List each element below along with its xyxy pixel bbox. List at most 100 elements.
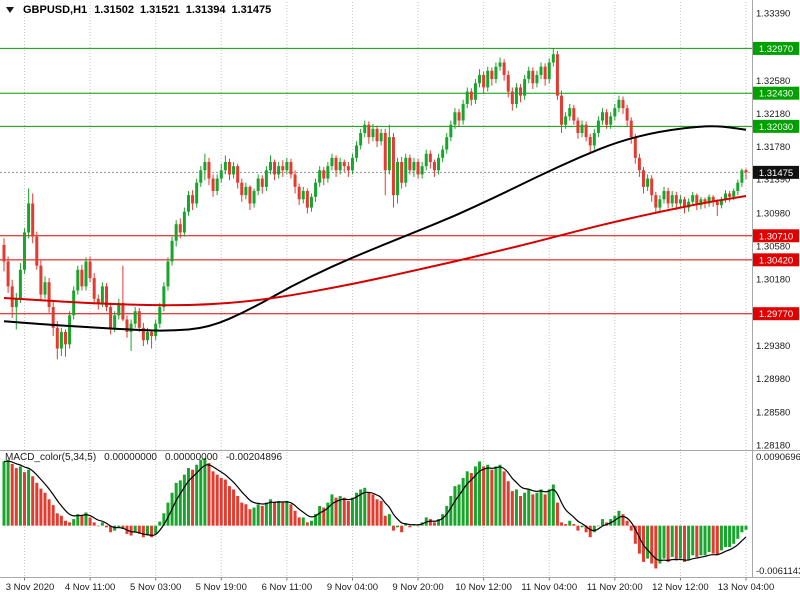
macd-bar <box>527 489 531 526</box>
candle <box>150 329 154 349</box>
level-lines <box>0 47 752 315</box>
candle-body <box>666 191 670 204</box>
candle <box>338 157 342 175</box>
macd-bar <box>113 525 117 531</box>
macd-bar <box>568 520 572 526</box>
macd-bar <box>96 525 100 527</box>
candle <box>629 117 633 144</box>
candle <box>531 67 535 90</box>
candle <box>719 196 723 209</box>
macd-bar <box>371 494 375 526</box>
candle <box>342 159 346 172</box>
candle <box>576 117 580 139</box>
macd-bar <box>596 525 600 527</box>
macd-bar <box>531 494 535 526</box>
candle-body <box>711 196 715 202</box>
macd-bar <box>84 512 88 526</box>
macd-bar <box>211 471 215 526</box>
price-tick-label: 1.32580 <box>756 76 790 87</box>
time-axis[interactable]: 3 Nov 2020 4 Nov 11:00 5 Nov 03:00 5 Nov 19… <box>6 577 775 594</box>
candle-body <box>510 91 514 104</box>
candle-body <box>535 74 539 84</box>
price-tick-label: 1.30580 <box>756 242 790 253</box>
candle <box>469 88 473 106</box>
macd-bar <box>63 520 67 526</box>
indicator-value-1: 0.00000000 <box>104 452 157 463</box>
candle <box>490 67 494 86</box>
macd-bar <box>703 525 707 556</box>
candle-body <box>379 132 383 142</box>
candle-body <box>285 161 289 171</box>
candle-body <box>490 70 494 80</box>
candle <box>334 155 338 177</box>
macd-bar <box>400 525 404 533</box>
price-tick-label: 1.28180 <box>756 441 790 452</box>
date-tick-label: 9 Nov 04:00 <box>327 582 378 593</box>
macd-bar <box>391 525 395 531</box>
macd-bar <box>695 525 699 557</box>
macd-bar <box>637 525 641 554</box>
candle-body <box>248 186 252 204</box>
candle <box>326 161 330 183</box>
candle-body <box>580 124 584 133</box>
price-tick-label: 1.29380 <box>756 341 790 352</box>
candle <box>47 278 51 313</box>
candle-body <box>113 315 117 328</box>
macd-panel[interactable] <box>2 458 748 569</box>
macd-bar <box>2 461 6 526</box>
candle <box>683 196 687 214</box>
ohlc-open: 1.31502 <box>94 4 134 16</box>
candle <box>195 178 199 208</box>
date-tick-label: 11 Nov 20:00 <box>587 582 643 593</box>
level-badge-bg <box>753 307 799 321</box>
candle-body <box>170 240 174 262</box>
date-tick-label: 6 Nov 11:00 <box>262 582 313 593</box>
candle-body <box>232 166 236 175</box>
macd-bar <box>27 469 31 526</box>
macd-bar <box>510 491 514 526</box>
candle <box>432 159 436 177</box>
candle-body <box>51 307 55 328</box>
candle-body <box>158 307 162 324</box>
price-axis[interactable]: 1.33390 1.32580 1.32180 1.31780 1.31390 1.309… <box>753 9 800 577</box>
candle-body <box>178 224 182 233</box>
candle-body <box>215 178 219 192</box>
macd-bar <box>473 466 477 526</box>
macd-bar <box>490 469 494 526</box>
candle-body <box>145 331 149 341</box>
macd-bar <box>244 504 248 526</box>
candle-body <box>555 54 559 96</box>
candle <box>359 128 363 150</box>
macd-axis-max-label: 0.0090696 <box>756 452 800 463</box>
candle-body <box>92 278 96 299</box>
candle-body <box>305 191 309 208</box>
candle-body <box>592 132 596 146</box>
candle <box>621 96 625 114</box>
candle <box>252 188 256 208</box>
candle-body <box>617 99 621 109</box>
candles-layer[interactable] <box>2 48 748 360</box>
macd-bar <box>482 466 486 526</box>
macd-bar <box>232 489 236 526</box>
candle-body <box>404 157 408 183</box>
current-price-badge: 1.31475 <box>759 168 793 179</box>
macd-bar <box>662 525 666 559</box>
macd-bar <box>285 500 289 526</box>
candle <box>121 265 125 322</box>
date-tick-label: 5 Nov 03:00 <box>130 582 181 593</box>
macd-bar <box>355 492 359 526</box>
candle-body <box>289 161 293 175</box>
macd-bar <box>502 471 506 526</box>
candle <box>728 191 732 202</box>
macd-bar <box>396 525 400 528</box>
macd-bar <box>683 525 687 562</box>
candle <box>658 195 662 212</box>
level-badge: 1.32030 <box>759 122 793 133</box>
candle-body <box>367 124 371 138</box>
candle <box>35 231 39 270</box>
level-badge-bg <box>753 119 799 133</box>
candle <box>76 265 80 295</box>
macd-bar <box>736 525 740 539</box>
level-badge-bg <box>753 229 799 243</box>
